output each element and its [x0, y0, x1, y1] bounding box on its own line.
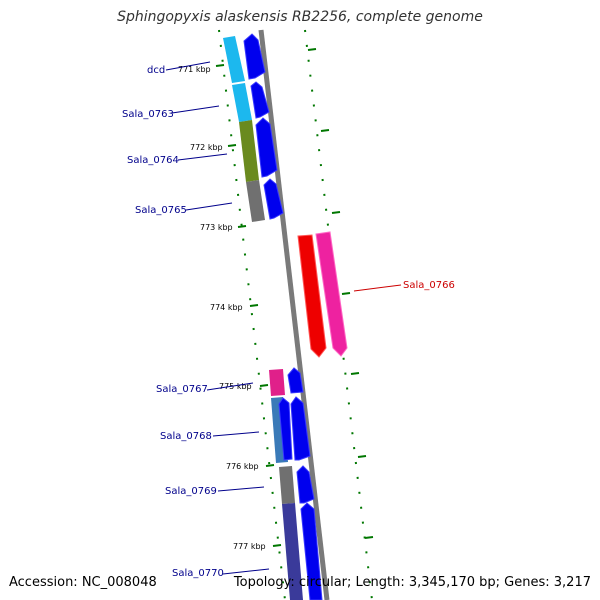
- cds-arrow-sala-0764: [255, 117, 278, 178]
- ruler-labels: 771 kbp 772 kbp 773 kbp 774 kbp 775 kbp …: [178, 65, 266, 551]
- gene-label[interactable]: Sala_0767: [156, 384, 208, 395]
- gene-leader-sala-0768: [212, 431, 260, 437]
- feature-block-sala-0767: [269, 369, 285, 396]
- ruler-tick: [227, 144, 237, 147]
- cds-track: [243, 33, 323, 600]
- gene-leader-sala-0769: [217, 486, 265, 492]
- ruler-label: 772 kbp: [190, 143, 223, 152]
- gene-labels: dcd Sala_0763 Sala_0764 Sala_0765 Sala_0…: [122, 65, 455, 579]
- ruler-label: 777 kbp: [233, 542, 266, 551]
- gene-label[interactable]: Sala_0770: [172, 568, 224, 579]
- gene-leader-dcd: [165, 61, 211, 71]
- ruler-tick: [249, 304, 259, 307]
- map-title: Sphingopyxis alaskensis RB2256, complete…: [117, 9, 483, 25]
- cds-arrow-dcd: [243, 33, 266, 80]
- ruler-tick: [364, 536, 374, 539]
- ruler-tick: [307, 48, 317, 51]
- gene-label[interactable]: Sala_0768: [160, 431, 212, 442]
- gene-label[interactable]: Sala_0764: [127, 155, 179, 166]
- gene-label[interactable]: Sala_0769: [165, 486, 217, 497]
- cds-arrow-sala-0766: [315, 231, 348, 357]
- cds-arrow-sala-0770: [300, 502, 323, 600]
- ruler-label: 775 kbp: [219, 382, 252, 391]
- gene-leader-sala-0766: [353, 284, 402, 292]
- gene-leader-sala-0767: [206, 382, 254, 391]
- accession-text: Accession: NC_008048: [9, 575, 157, 590]
- ruler-label: 776 kbp: [226, 462, 259, 471]
- feature-block-sala-0763: [232, 83, 252, 122]
- feature-block-sala-0769: [279, 466, 295, 504]
- cds-arrow-sala-0767: [287, 367, 304, 394]
- ruler-label: 774 kbp: [210, 303, 243, 312]
- gene-leader-sala-0770: [222, 568, 270, 575]
- ruler-tick: [265, 464, 275, 467]
- ruler-tick: [331, 211, 341, 214]
- gene-label[interactable]: dcd: [147, 65, 165, 76]
- ruler-tick: [350, 372, 360, 375]
- ruler-tick: [272, 544, 282, 547]
- gene-leaders: [165, 61, 402, 575]
- gene-label[interactable]: Sala_0763: [122, 109, 174, 120]
- ruler-tick: [341, 292, 351, 295]
- cds-arrow-sala-0765: [263, 178, 284, 220]
- gene-label[interactable]: Sala_0766: [403, 280, 455, 291]
- ruler-tick: [320, 129, 330, 132]
- feature-block-sala-0765: [246, 180, 265, 222]
- cds-arrow-sala-0769: [296, 465, 315, 504]
- gene-label[interactable]: Sala_0765: [135, 205, 187, 216]
- inner-ruler-track: [218, 29, 286, 600]
- ruler-tick: [259, 384, 269, 387]
- feature-block-dcd: [223, 36, 245, 83]
- ruler-label: 771 kbp: [178, 65, 211, 74]
- feature-block-sala-0766: [297, 234, 327, 358]
- ruler-tick: [357, 455, 367, 458]
- cds-arrow-sala-0763: [250, 81, 270, 119]
- cds-arrow-sala-0768a: [278, 397, 293, 461]
- gene-leader-sala-0763: [171, 105, 220, 114]
- ruler-ticks: [215, 48, 374, 547]
- ruler-tick: [215, 64, 225, 67]
- cds-arrow-sala-0768b: [290, 396, 311, 461]
- gene-leader-sala-0765: [185, 202, 233, 211]
- ruler-tick: [237, 225, 247, 228]
- genome-summary-text: Topology: circular; Length: 3,345,170 bp…: [233, 575, 591, 590]
- ruler-label: 773 kbp: [200, 223, 233, 232]
- genome-backbone: [258, 29, 330, 600]
- gene-leader-sala-0764: [177, 153, 228, 161]
- feature-block-sala-0770: [282, 503, 303, 600]
- feature-block-sala-0764: [239, 120, 259, 182]
